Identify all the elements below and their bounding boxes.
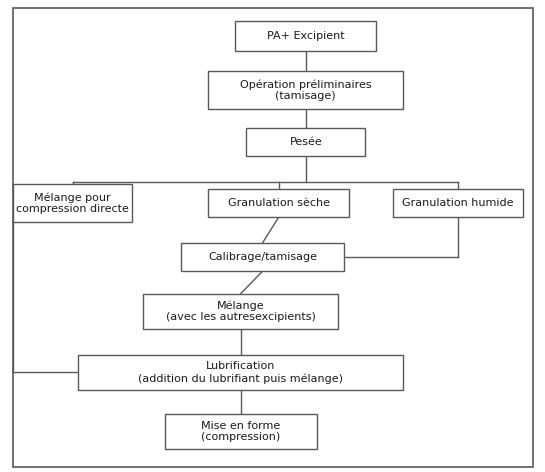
FancyBboxPatch shape	[208, 189, 349, 217]
FancyBboxPatch shape	[13, 8, 534, 467]
FancyBboxPatch shape	[165, 413, 317, 449]
Text: Granulation humide: Granulation humide	[402, 198, 513, 208]
Text: Mélange pour
compression directe: Mélange pour compression directe	[16, 192, 129, 214]
FancyBboxPatch shape	[392, 189, 523, 217]
FancyBboxPatch shape	[208, 71, 403, 109]
Text: Granulation sèche: Granulation sèche	[228, 198, 330, 208]
FancyBboxPatch shape	[235, 21, 376, 51]
FancyBboxPatch shape	[246, 128, 365, 156]
FancyBboxPatch shape	[143, 294, 338, 329]
FancyBboxPatch shape	[181, 243, 344, 271]
Text: Calibrage/tamisage: Calibrage/tamisage	[208, 252, 317, 262]
Text: PA+ Excipient: PA+ Excipient	[267, 31, 344, 41]
FancyBboxPatch shape	[13, 184, 132, 222]
FancyBboxPatch shape	[78, 355, 403, 390]
Text: Pesée: Pesée	[289, 137, 322, 147]
Text: Lubrification
(addition du lubrifiant puis mélange): Lubrification (addition du lubrifiant pu…	[138, 362, 343, 384]
Text: Opération préliminaires
(tamisage): Opération préliminaires (tamisage)	[240, 79, 372, 101]
Text: Mise en forme
(compression): Mise en forme (compression)	[201, 421, 280, 442]
Text: Mélange
(avec les autresexcipients): Mélange (avec les autresexcipients)	[166, 300, 316, 322]
